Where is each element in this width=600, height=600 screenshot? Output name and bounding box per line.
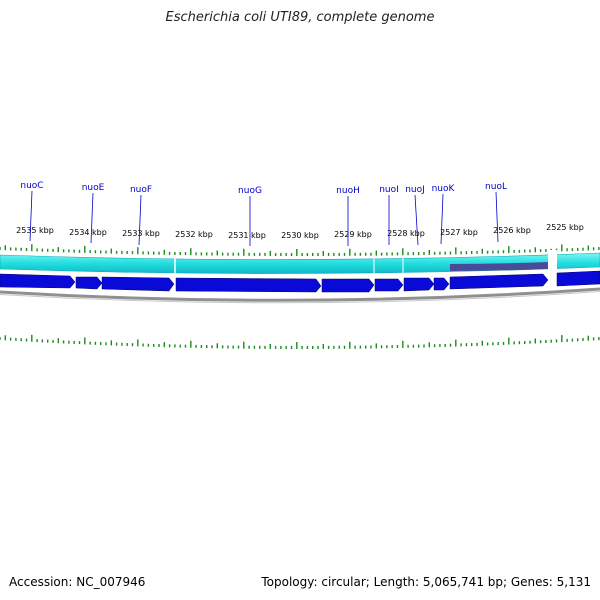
gene-label-nuoI: nuoI [379, 185, 399, 195]
topology-label: Topology: circular; Length: 5,065,741 bp… [261, 575, 591, 589]
cds-arrow-nuoE [75, 276, 103, 290]
cds-arrow-nuoK [433, 277, 450, 291]
feature-band-dark-segment [450, 262, 548, 271]
gene-leader-nuoK [440, 193, 444, 245]
backbone-ring-shadow [0, 291, 600, 304]
gene-label-nuoJ: nuoJ [405, 185, 425, 195]
cds-arrow-nuoH [321, 278, 375, 293]
cds-arrow-next [556, 270, 600, 287]
scale-label-2528: 2528 kbp [387, 229, 425, 238]
gene-leader-nuoC [29, 190, 33, 242]
cds-arrow-nuoC [0, 273, 76, 289]
cds-arrow-nuoG [175, 277, 322, 293]
scale-label-2533: 2533 kbp [122, 229, 160, 238]
scale-label-2530: 2530 kbp [281, 231, 319, 240]
cds-arrow-nuoF [101, 276, 175, 292]
scale-label-2535: 2535 kbp [16, 226, 54, 235]
scale-label-2532: 2532 kbp [175, 230, 213, 239]
cds-arrow-nuoJ [403, 277, 435, 292]
map-title: Escherichia coli UTI89, complete genome [165, 10, 435, 25]
gene-label-nuoC: nuoC [20, 181, 43, 191]
feature-band [0, 250, 600, 274]
scale-label-2527: 2527 kbp [440, 228, 478, 237]
cds-arrow-nuoL [449, 273, 549, 290]
backbone-ring [0, 287, 600, 302]
scale-label-2531: 2531 kbp [228, 231, 266, 240]
cds-arrow-nuoI [374, 278, 404, 292]
gene-label-nuoL: nuoL [485, 182, 507, 192]
scale-label-2529: 2529 kbp [334, 230, 372, 239]
gene-label-nuoK: nuoK [432, 184, 456, 194]
gene-leader-nuoE [90, 192, 94, 244]
feature-band-gap [548, 250, 557, 272]
gene-label-nuoG: nuoG [238, 186, 262, 196]
gene-label-nuoH: nuoH [336, 186, 360, 196]
scale-label-2525: 2525 kbp [546, 223, 584, 232]
gene-labels: nuoC nuoE nuoF nuoG nuoH nuoI nuoJ nuoK … [20, 181, 507, 246]
scale-label-2534: 2534 kbp [69, 228, 107, 237]
gene-leader-nuoJ [414, 194, 419, 246]
gene-leader-nuoL [495, 191, 499, 243]
upper-scale-ticks [0, 244, 600, 256]
cds-track [0, 270, 600, 293]
gene-leader-nuoF [138, 194, 142, 246]
gene-label-nuoF: nuoF [130, 185, 152, 195]
gene-label-nuoE: nuoE [82, 183, 105, 193]
scale-label-2526: 2526 kbp [493, 226, 531, 235]
scale-labels: 2535 kbp 2534 kbp 2533 kbp 2532 kbp 2531… [16, 223, 584, 240]
lower-scale-ticks [0, 334, 600, 349]
accession-label: Accession: NC_007946 [9, 575, 146, 589]
